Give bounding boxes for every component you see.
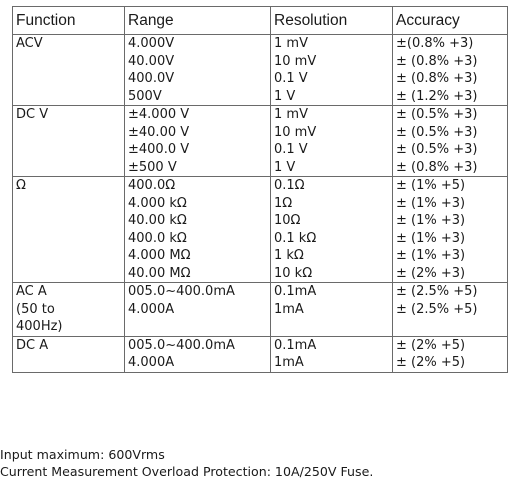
resolution-value: 0.1mA [274,337,317,353]
range-value: 4.000 kΩ [128,195,187,211]
footnotes: Input maximum: 600Vrms Current Measureme… [0,446,373,480]
range-value: 4.000V [128,36,175,51]
range-cell: 005.0~400.0mA 4.000A [124,335,271,373]
accuracy-value: ± (0.8% +3) [396,159,478,175]
function-label: Ω [16,178,26,193]
function-cell: Ω [12,176,125,283]
function-label: 400Hz) [16,319,63,334]
accuracy-value: ± (0.5% +3) [396,107,478,122]
function-cell: AC A (50 to 400Hz) [12,282,125,337]
accuracy-value: ± (0.8% +3) [396,71,478,86]
range-cell: 400.0Ω 4.000 kΩ 40.00 kΩ 400.0 kΩ 4.000 … [124,176,271,283]
header-row: Function Range Resolution Accuracy [12,6,508,35]
accuracy-value: ± (2% +5) [396,337,466,353]
resolution-value: 1mA [274,301,304,317]
range-value: ±4.000 V [128,107,190,122]
resolution-cell: 0.1mA 1mA [270,282,393,337]
accuracy-value: ± (0.5% +3) [396,124,478,140]
accuracy-value: ± (1.2% +3) [396,88,478,104]
function-label: DC V [16,107,49,122]
accuracy-cell: ± (1% +5) ± (1% +3) ± (1% +3) ± (1% +3) … [392,176,508,283]
header-function: Function [12,6,125,35]
resolution-value: 0.1 V [274,142,308,157]
range-cell: ±4.000 V ±40.00 V ±400.0 V ±500 V [124,105,271,177]
function-cell: ACV [12,34,125,106]
accuracy-value: ± (1% +3) [396,230,466,246]
table-row-dca: DC A 005.0~400.0mA 4.000A 0.1mA 1mA ± (2… [12,335,508,373]
table-row-acv: ACV 4.000V 40.00V 400.0V 500V 1 mV 10 mV… [12,34,508,106]
function-label: AC A [16,284,47,299]
accuracy-value: ± (0.5% +3) [396,142,478,157]
range-value: ±500 V [128,159,177,175]
accuracy-value: ± (2% +5) [396,355,466,370]
range-value: 400.0Ω [128,178,176,193]
resolution-value: 0.1Ω [274,178,305,193]
accuracy-cell: ± (2% +5) ± (2% +5) [392,335,508,373]
accuracy-cell: ±(0.8% +3) ± (0.8% +3) ± (0.8% +3) ± (1.… [392,34,508,106]
range-value: 40.00 MΩ [128,265,191,281]
resolution-value: 0.1mA [274,284,317,299]
resolution-value: 10 mV [274,53,317,69]
resolution-value: 1Ω [274,195,293,211]
accuracy-value: ± (2% +3) [396,265,466,281]
overload-protection-note: Current Measurement Overload Protection:… [0,464,374,479]
resolution-value: 1 kΩ [274,248,304,263]
range-cell: 005.0~400.0mA 4.000A [124,282,271,337]
range-value: 500V [128,88,162,104]
function-label: (50 to [16,301,55,317]
range-value: ±40.00 V [128,124,190,140]
resolution-value: 0.1 V [274,71,308,86]
specifications-table: Function Range Resolution Accuracy ACV 4… [12,6,508,373]
range-value: 40.00 kΩ [128,213,187,228]
accuracy-cell: ± (0.5% +3) ± (0.5% +3) ± (0.5% +3) ± (0… [392,105,508,177]
range-value: 4.000A [128,301,175,317]
range-value: 4.000 MΩ [128,248,191,263]
range-value: 005.0~400.0mA [128,337,235,353]
input-maximum-note: Input maximum: 600Vrms [0,447,165,462]
accuracy-value: ± (1% +3) [396,248,466,263]
function-cell: DC V [12,105,125,177]
range-value: 400.0 kΩ [128,230,187,246]
accuracy-value: ±(0.8% +3) [396,36,474,51]
header-accuracy: Accuracy [392,6,508,35]
resolution-value: 10 mV [274,124,317,140]
function-label: ACV [16,36,43,51]
accuracy-value: ± (2.5% +5) [396,301,478,317]
accuracy-value: ± (1% +3) [396,195,466,211]
accuracy-value: ± (1% +3) [396,213,466,228]
resolution-value: 10Ω [274,213,301,228]
resolution-value: 1 mV [274,107,308,122]
accuracy-value: ± (1% +5) [396,178,466,193]
resolution-value: 10 kΩ [274,265,313,281]
range-cell: 4.000V 40.00V 400.0V 500V [124,34,271,106]
table-row-dcv: DC V ±4.000 V ±40.00 V ±400.0 V ±500 V 1… [12,105,508,177]
range-value: 005.0~400.0mA [128,284,235,299]
resolution-value: 1 V [274,88,296,104]
resolution-cell: 1 mV 10 mV 0.1 V 1 V [270,34,393,106]
resolution-cell: 0.1Ω 1Ω 10Ω 0.1 kΩ 1 kΩ 10 kΩ [270,176,393,283]
resolution-value: 1 mV [274,36,308,51]
resolution-value: 1 V [274,159,296,175]
accuracy-cell: ± (2.5% +5) ± (2.5% +5) [392,282,508,337]
header-resolution: Resolution [270,6,393,35]
range-value: 40.00V [128,53,175,69]
resolution-cell: 0.1mA 1mA [270,335,393,373]
function-label: DC A [16,337,49,353]
range-value: 4.000A [128,355,175,370]
accuracy-value: ± (2.5% +5) [396,284,478,299]
resolution-value: 0.1 kΩ [274,230,317,246]
accuracy-value: ± (0.8% +3) [396,53,478,69]
resolution-cell: 1 mV 10 mV 0.1 V 1 V [270,105,393,177]
resolution-value: 1mA [274,355,304,370]
function-cell: DC A [12,335,125,373]
range-value: ±400.0 V [128,142,190,157]
table-row-aca: AC A (50 to 400Hz) 005.0~400.0mA 4.000A … [12,282,508,337]
header-range: Range [124,6,271,35]
table-row-ohm: Ω 400.0Ω 4.000 kΩ 40.00 kΩ 400.0 kΩ 4.00… [12,176,508,283]
range-value: 400.0V [128,71,175,86]
